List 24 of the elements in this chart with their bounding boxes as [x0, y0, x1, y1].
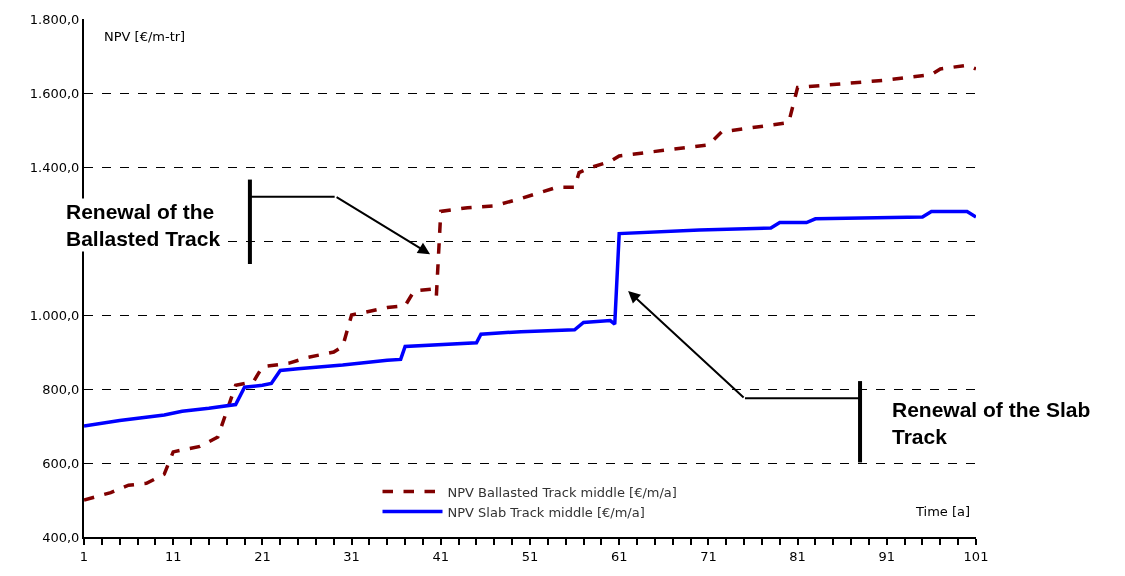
- y-axis-title: NPV [€/m-tr]: [104, 29, 186, 44]
- x-tick-label: 61: [610, 548, 628, 564]
- y-tick-label: 800,0: [42, 381, 80, 397]
- x-tick-label: 101: [963, 548, 989, 564]
- x-tick-label: 51: [521, 548, 539, 564]
- legend-label: NPV Slab Track middle [€/m/a]: [447, 504, 645, 520]
- y-tick-label: 1.400,0: [29, 159, 80, 175]
- x-tick-label: 91: [878, 548, 896, 564]
- annotation: Renewal of the Ballasted Track: [66, 200, 221, 251]
- y-tick-label: 1.600,0: [29, 85, 80, 101]
- x-tick-label: 21: [254, 548, 271, 564]
- x-tick-label: 11: [164, 548, 182, 564]
- y-tick-label: 600,0: [42, 455, 80, 471]
- annotation: Renewal of the Slab Track: [892, 398, 1091, 449]
- y-tick-label: 1.000,0: [29, 307, 80, 323]
- x-tick-label: 71: [700, 548, 717, 564]
- y-tick-label: 1.800,0: [29, 11, 80, 27]
- x-tick-label: 41: [432, 548, 450, 564]
- legend-label: NPV Ballasted Track middle [€/m/a]: [447, 484, 677, 500]
- x-tick-label: 1: [79, 548, 89, 564]
- x-tick-label: 81: [789, 548, 806, 564]
- y-tick-label: 400,0: [42, 529, 80, 545]
- x-tick-label: 31: [343, 548, 360, 564]
- x-axis-title: Time [a]: [915, 504, 971, 519]
